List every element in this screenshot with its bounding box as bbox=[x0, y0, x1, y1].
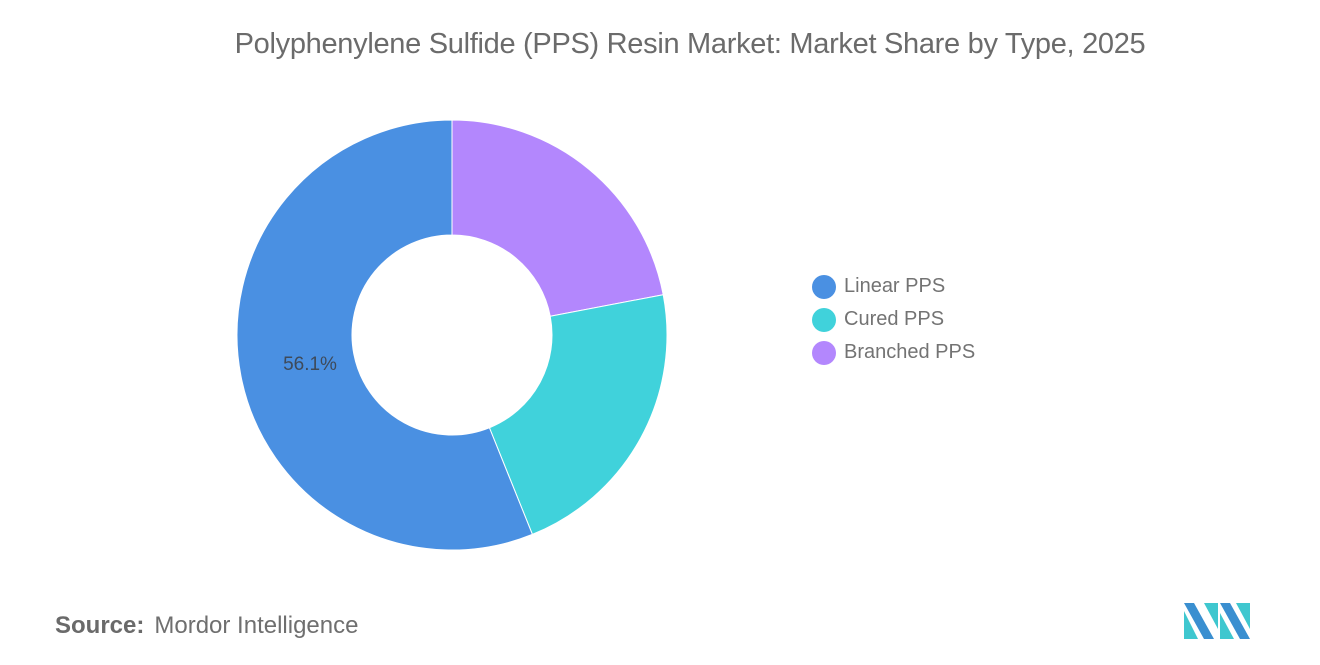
legend-label: Cured PPS bbox=[844, 308, 945, 330]
slice-label-linear: 56.1% bbox=[283, 354, 337, 375]
legend-swatch-linear-icon bbox=[812, 274, 836, 299]
legend-swatch-cured-icon bbox=[812, 307, 836, 332]
source-label: Source: bbox=[55, 612, 145, 639]
legend: Linear PPS Cured PPS Branched PPS bbox=[812, 270, 975, 369]
legend-item-linear[interactable]: Linear PPS bbox=[812, 270, 975, 303]
slice-branched-pps[interactable] bbox=[451, 119, 664, 317]
legend-label: Branched PPS bbox=[844, 341, 976, 363]
legend-item-cured[interactable]: Cured PPS bbox=[812, 303, 975, 336]
chart-title: Polyphenylene Sulfide (PPS) Resin Market… bbox=[234, 28, 1146, 60]
slice-cured-pps[interactable] bbox=[488, 294, 668, 536]
donut-slices bbox=[236, 119, 668, 551]
source-note: Source: Mordor Intelligence bbox=[55, 612, 358, 640]
legend-label: Linear PPS bbox=[844, 275, 946, 297]
slice-linear-pps[interactable] bbox=[236, 119, 534, 551]
legend-item-branched[interactable]: Branched PPS bbox=[812, 336, 975, 369]
source-value: Mordor Intelligence bbox=[154, 612, 359, 639]
mordor-intelligence-logo-icon bbox=[1184, 603, 1250, 639]
legend-swatch-branched-icon bbox=[812, 340, 836, 365]
